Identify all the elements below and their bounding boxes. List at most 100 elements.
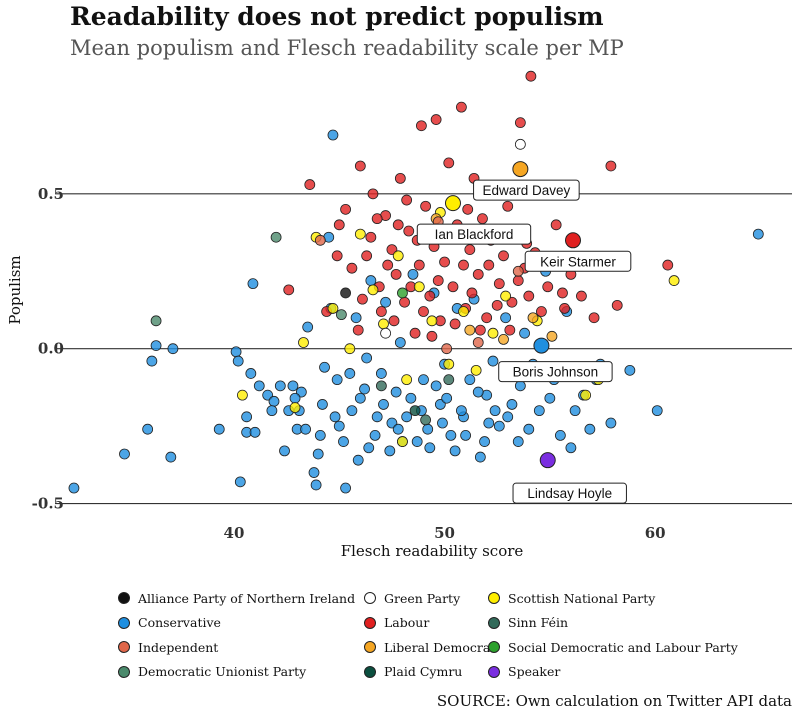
data-point	[554, 429, 566, 441]
data-point	[378, 318, 389, 330]
data-point	[367, 284, 379, 296]
data-point	[232, 355, 244, 367]
legend-item: Plaid Cymru	[364, 660, 488, 685]
highlight-point	[539, 452, 556, 469]
data-point	[605, 417, 617, 429]
data-point	[392, 250, 404, 262]
data-point	[371, 411, 383, 423]
data-point	[546, 330, 558, 342]
data-point	[512, 436, 524, 447]
highlighted-points: Edward Davey Ian Blackford Keir Starmer Bor…	[416, 161, 632, 504]
highlight-point	[512, 161, 529, 178]
data-point	[230, 346, 242, 358]
data-point	[479, 436, 490, 447]
data-point	[361, 250, 373, 262]
legend-swatch	[488, 616, 500, 629]
data-point	[213, 423, 225, 435]
data-point	[409, 405, 421, 417]
data-point	[245, 368, 257, 379]
data-point	[458, 306, 469, 317]
data-point	[533, 405, 545, 417]
legend-label: Alliance Party of Northern Ireland	[138, 590, 356, 606]
legend-item: Green Party	[364, 586, 488, 611]
legend-item: Speaker	[488, 660, 748, 685]
y-tick-label: -0.5	[32, 495, 64, 513]
x-tick-label: 50	[434, 524, 455, 542]
highlight-label-box	[524, 250, 632, 272]
data-point	[458, 259, 469, 271]
data-point	[375, 368, 387, 379]
legend-label: Scottish National Party	[508, 590, 656, 606]
data-point	[300, 423, 311, 435]
legend-item: Democratic Unionist Party	[118, 660, 364, 685]
data-point	[470, 364, 482, 376]
data-point	[668, 275, 680, 286]
legend-label: Green Party	[384, 590, 461, 606]
data-point	[344, 343, 356, 355]
legend-label: Liberal Democrat	[384, 639, 496, 655]
data-point	[483, 417, 495, 429]
data-point	[399, 296, 410, 308]
legend-swatch	[118, 616, 130, 629]
data-point	[557, 287, 568, 299]
data-point	[394, 337, 406, 348]
data-point	[327, 303, 339, 314]
data-point	[346, 405, 358, 417]
highlight-label-box	[473, 179, 580, 201]
legend-label: Democratic Unionist Party	[138, 664, 307, 680]
data-point	[359, 383, 370, 395]
data-point	[119, 448, 130, 460]
highlight-label-box	[512, 482, 627, 504]
data-point	[165, 451, 177, 463]
y-axis-label: Populism	[6, 255, 24, 324]
legend-label: Speaker	[508, 664, 561, 680]
data-point	[266, 405, 278, 417]
data-point	[289, 392, 301, 404]
data-point	[487, 327, 499, 339]
data-point	[426, 330, 438, 342]
data-point	[365, 275, 377, 286]
data-point	[430, 114, 442, 125]
data-point	[375, 306, 387, 317]
data-point	[462, 203, 474, 215]
legend-item: Sinn Féin	[488, 611, 748, 636]
data-point	[651, 405, 663, 417]
data-point	[418, 374, 429, 386]
y-tick-label: 0.5	[38, 185, 64, 203]
data-point	[388, 315, 400, 327]
data-point	[584, 423, 596, 435]
data-point	[274, 380, 286, 392]
data-point	[550, 219, 562, 231]
data-point	[514, 117, 526, 129]
data-point	[335, 309, 347, 321]
data-point	[449, 318, 461, 330]
data-point	[493, 278, 505, 290]
data-point	[487, 355, 499, 367]
data-point	[247, 278, 259, 290]
data-point	[512, 265, 524, 277]
data-point	[464, 244, 476, 256]
legend-swatch	[364, 616, 376, 629]
data-point	[369, 429, 381, 441]
data-point	[443, 374, 455, 386]
scatter-chart: Edward Davey Ian Blackford Keir Starmer Bor…	[6, 70, 792, 560]
legend-item: Independent	[118, 635, 364, 660]
data-point	[338, 436, 349, 447]
highlight-label-box	[498, 361, 613, 383]
data-point	[357, 293, 368, 305]
legend-swatch	[364, 665, 376, 678]
data-point	[390, 268, 402, 280]
data-point	[371, 213, 383, 225]
data-point	[426, 315, 438, 327]
data-point	[514, 380, 526, 392]
data-point	[365, 231, 377, 243]
data-point	[569, 405, 581, 417]
data-point	[375, 380, 387, 392]
data-point	[413, 259, 425, 271]
data-point	[483, 259, 495, 271]
legend-item: Social Democratic and Labour Party	[488, 635, 748, 660]
data-point	[456, 405, 467, 417]
data-point	[489, 405, 501, 417]
data-point	[523, 290, 535, 302]
legend: Alliance Party of Northern Ireland Conser…	[118, 586, 798, 684]
